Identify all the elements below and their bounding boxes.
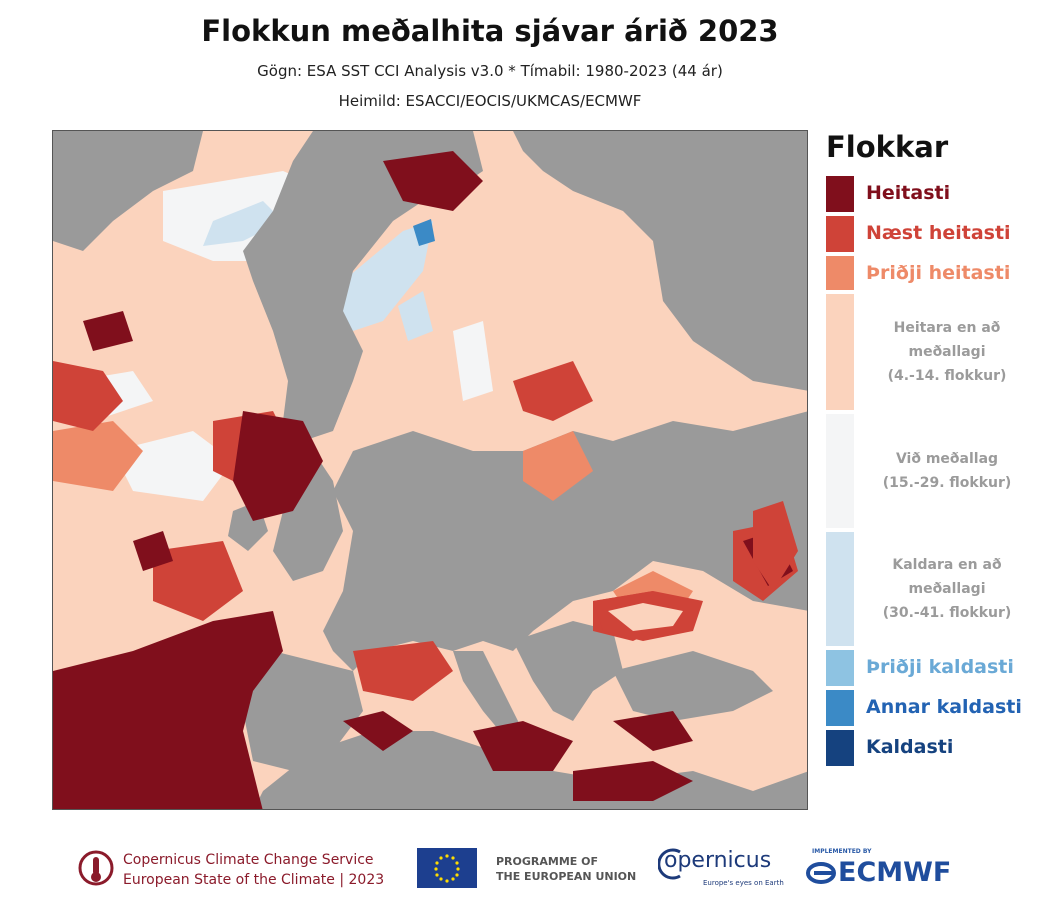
- subtitle-credit: Heimild: ESACCI/EOCIS/UKMCAS/ECMWF: [338, 92, 642, 110]
- eu-programme-line2: THE EUROPEAN UNION: [496, 870, 637, 883]
- legend-label-7: Þriðji kaldasti: [866, 656, 1014, 678]
- legend-label-6-line-2: meðallagi: [908, 581, 986, 597]
- legend-label-3: Þriðji heitasti: [866, 262, 1011, 284]
- map-canvas: [53, 131, 807, 809]
- sea-cold-areas: [203, 201, 433, 341]
- legend-label-6-line-1: Kaldara en að: [892, 557, 1002, 573]
- legend-swatch-8: [826, 690, 854, 726]
- legend-swatch-1: [826, 176, 854, 212]
- legend-label-4-line-3: (4.-14. flokkur): [887, 368, 1007, 384]
- legend-label-4-line-1: Heitara en að: [893, 320, 1001, 336]
- c3s-name: Copernicus Climate Change Service: [123, 852, 374, 868]
- eu-programme-line1: PROGRAMME OF: [496, 855, 598, 868]
- legend-label-8: Annar kaldasti: [866, 696, 1022, 718]
- sea-third-warmest: [53, 421, 693, 621]
- ecmwf-symbol-icon: [806, 862, 836, 884]
- subtitle-data-source: Gögn: ESA SST CCI Analysis v3.0 * Tímabi…: [257, 62, 723, 80]
- legend-label-6: Kaldara en að meðallagi (30.-41. flokkur): [862, 553, 1032, 625]
- legend-label-5-line-2: (15.-29. flokkur): [882, 475, 1012, 491]
- legend-label-5-line-1: Við meðallag: [895, 451, 999, 467]
- black-sea-center: [608, 603, 683, 631]
- c3s-report: European State of the Climate | 2023: [123, 872, 385, 888]
- legend-swatch-4: [826, 294, 854, 410]
- legend-label-5: Við meðallag (15.-29. flokkur): [862, 447, 1032, 495]
- sea-temperature-map: [52, 130, 808, 810]
- legend-swatch-9: [826, 730, 854, 766]
- legend-label-1: Heitasti: [866, 182, 951, 204]
- legend-title: Flokkar: [826, 130, 949, 164]
- ecmwf-logo-text: ECMWF: [838, 857, 952, 888]
- map-title: Flokkun meðalhita sjávar árið 2023: [201, 14, 779, 48]
- legend-swatch-6: [826, 532, 854, 646]
- legend-label-2: Næst heitasti: [866, 222, 1011, 244]
- legend-label-4: Heitara en að meðallagi (4.-14. flokkur): [862, 316, 1032, 388]
- legend-swatch-7: [826, 650, 854, 686]
- implemented-by-text: IMPLEMENTED BY: [812, 848, 872, 855]
- caspian-sea: [753, 501, 798, 591]
- legend-label-4-line-2: meðallagi: [908, 344, 986, 360]
- sea-warmest: [53, 151, 793, 809]
- legend-label-9: Kaldasti: [866, 736, 954, 758]
- copernicus-c-icon: [658, 848, 681, 880]
- copernicus-tagline: Europe's eyes on Earth: [703, 879, 784, 887]
- legend-label-6-line-3: (30.-41. flokkur): [882, 605, 1012, 621]
- c3s-logo-icon: [78, 850, 114, 886]
- legend-swatch-2: [826, 216, 854, 252]
- eu-flag-icon: [417, 848, 477, 888]
- legend-swatch-3: [826, 256, 854, 290]
- copernicus-logo-text: opernicus: [664, 848, 772, 873]
- land-masses: [53, 131, 807, 809]
- legend-swatch-5: [826, 414, 854, 528]
- eu-programme-text: PROGRAMME OF THE EUROPEAN UNION: [496, 854, 636, 884]
